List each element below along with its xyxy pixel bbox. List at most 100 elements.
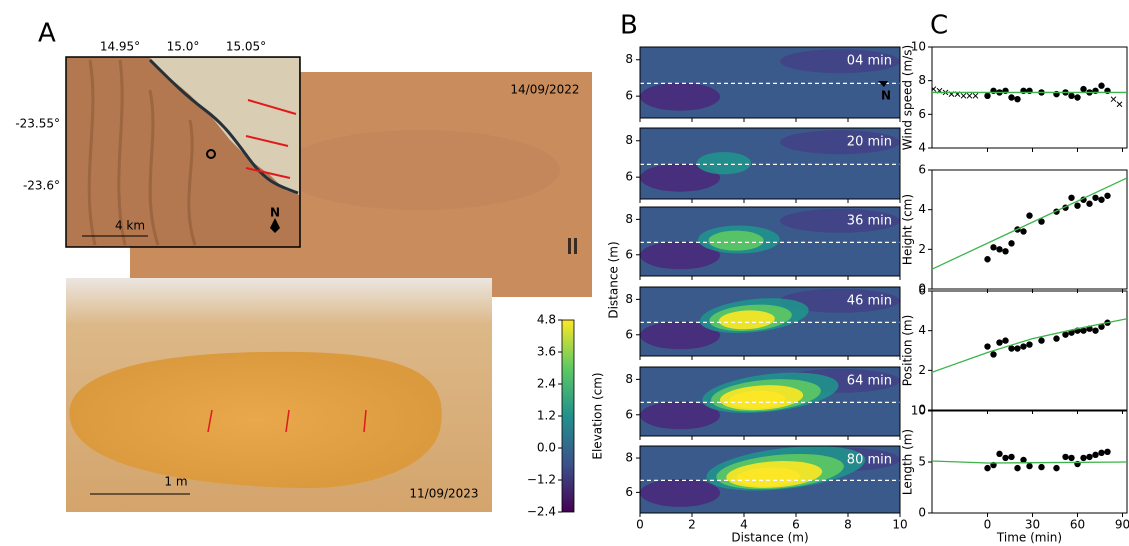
contour-level — [708, 230, 764, 251]
contour-map — [640, 446, 900, 513]
point — [1002, 248, 1009, 255]
x-tick-label: 60 — [1070, 518, 1085, 532]
contour-level — [718, 310, 775, 330]
y-tick-label: 4 — [918, 323, 926, 337]
point — [1086, 453, 1093, 461]
point — [996, 339, 1003, 346]
point — [1068, 329, 1075, 336]
people — [568, 238, 577, 254]
date-label: 11/09/2023 — [409, 487, 478, 501]
north-arrow — [878, 81, 888, 87]
point — [1038, 463, 1045, 471]
point — [984, 464, 991, 472]
y-tick-label: 6 — [625, 170, 633, 184]
point — [1074, 94, 1081, 101]
colorbar-tick-label: −1.2 — [527, 473, 556, 487]
point — [1068, 194, 1075, 201]
point — [984, 343, 991, 350]
point — [984, 256, 991, 263]
y-tick-label: 8 — [625, 451, 633, 465]
point — [1092, 451, 1099, 459]
y-tick-label: 2 — [918, 363, 926, 377]
lat-tick-label: -23.6° — [23, 179, 60, 193]
y-axis-label: Wind speed (m/s) — [901, 45, 915, 150]
y-tick-label: 6 — [625, 247, 633, 261]
point — [1008, 240, 1015, 247]
y-tick-label: 10 — [911, 404, 926, 418]
point — [1104, 192, 1111, 199]
point — [1053, 464, 1060, 472]
point-cross — [1116, 101, 1123, 108]
contour-low — [780, 288, 900, 313]
colorbar — [561, 319, 575, 513]
y-tick-label: 6 — [918, 284, 926, 298]
y-tick-label: 6 — [625, 485, 633, 499]
frame-label: 80 min — [847, 453, 892, 468]
axes-frame — [931, 169, 1128, 290]
x-tick-label: 4 — [740, 518, 748, 532]
y-axis-label: Position (m) — [901, 315, 915, 387]
point — [1020, 456, 1027, 464]
plot-area — [932, 448, 1127, 472]
point — [1020, 343, 1027, 350]
panel-letter: C — [930, 11, 948, 41]
x-tick-label: 8 — [844, 518, 852, 532]
point — [1086, 200, 1093, 207]
point — [1080, 327, 1087, 334]
colorbar-tick-label: 1.2 — [537, 409, 556, 423]
point — [990, 244, 997, 251]
x-tick-label: 10 — [892, 518, 907, 532]
y-tick-label: 6 — [625, 407, 633, 421]
colorbar-tick-label: 2.4 — [537, 377, 556, 391]
scale-label: 1 m — [164, 475, 187, 489]
y-tick-label: 0 — [918, 282, 926, 296]
contour-map — [640, 47, 900, 118]
x-tick-label: 30 — [1025, 518, 1040, 532]
contour-low — [640, 478, 720, 507]
fit-line — [932, 177, 1127, 270]
point — [1104, 448, 1111, 455]
contour-map — [640, 367, 900, 436]
axes-frame — [639, 206, 901, 277]
y-axis-label: Height (cm) — [901, 194, 915, 265]
y-tick-label: 6 — [918, 163, 926, 177]
frame-label: 46 min — [847, 294, 892, 309]
point — [1062, 453, 1069, 461]
scale-label: 4 km — [115, 219, 145, 233]
plot-area — [932, 177, 1127, 270]
point-cross — [972, 92, 979, 99]
frame-label: 04 min — [847, 54, 892, 69]
y-axis-label: Length (m) — [901, 429, 915, 495]
point — [1074, 202, 1081, 209]
y-tick-label: 8 — [625, 212, 633, 226]
contour-map — [640, 287, 900, 356]
point — [1098, 82, 1105, 89]
north-label: N — [270, 206, 280, 220]
point — [1038, 337, 1045, 344]
y-tick-label: 6 — [625, 89, 633, 103]
point — [1080, 454, 1087, 462]
plot-area — [932, 82, 1127, 108]
point-cross — [966, 92, 973, 99]
contour-level — [736, 467, 801, 487]
point — [1038, 218, 1045, 225]
frame-label: 20 min — [847, 135, 892, 150]
x-tick-label: 6 — [792, 518, 800, 532]
y-tick-label: 0 — [918, 403, 926, 417]
contour-low — [640, 82, 720, 111]
axes-frame — [931, 46, 1128, 149]
y-tick-label: 4 — [918, 141, 926, 155]
contour-low — [640, 321, 720, 350]
y-axis-label: Distance (m) — [607, 241, 621, 318]
contour-level — [696, 152, 752, 175]
axes-frame — [639, 286, 901, 357]
contour-low — [640, 241, 720, 270]
point — [996, 450, 1003, 458]
frame-label: 64 min — [847, 374, 892, 389]
point — [1014, 345, 1021, 352]
point — [1098, 449, 1105, 457]
contour-map — [640, 128, 900, 199]
y-tick-label: 2 — [918, 242, 926, 256]
y-tick-label: 6 — [918, 107, 926, 121]
